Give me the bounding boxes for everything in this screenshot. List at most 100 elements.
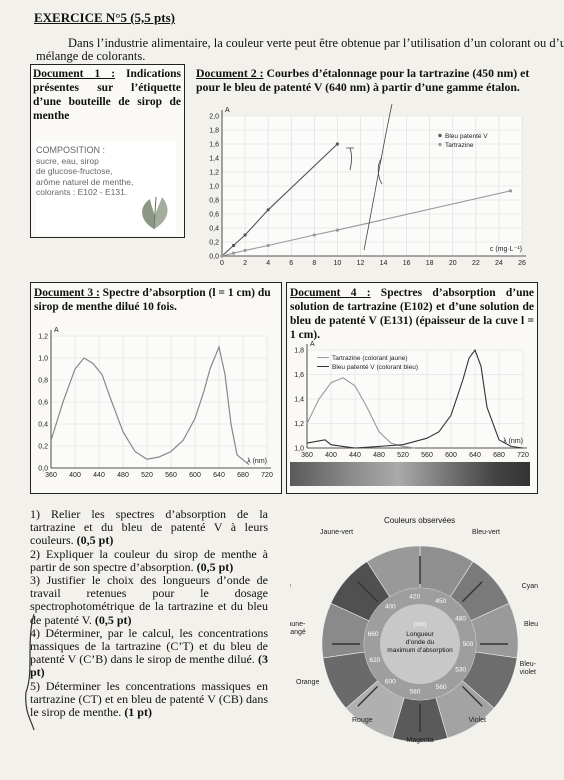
wheel-color-label: Jaune: [290, 583, 291, 590]
y-axis-label: A: [225, 107, 230, 114]
question-2: 2) Expliquer la couleur du sirop de ment…: [30, 546, 268, 574]
wheel-arrow: [461, 685, 483, 707]
questions-block: 1) Relier les spectres d’absorption de l…: [30, 507, 268, 720]
document-2-heading: Courbes d’étalonnage pour la tartrazine …: [196, 66, 530, 94]
y-tick-label: 1,8: [209, 128, 219, 135]
y-tick-label: 1,0: [294, 446, 304, 453]
intro-line-2: mélange de colorants.: [36, 49, 146, 63]
y-tick-label: 0,2: [38, 444, 48, 451]
composition-line-2: de glucose-fructose,: [36, 166, 113, 176]
document-2-title: Document 2 : Courbes d’étalonnage pour l…: [196, 66, 534, 94]
composition-label: COMPOSITION : sucre, eau, sirop de gluco…: [36, 141, 176, 235]
x-tick-label: 2: [243, 260, 247, 267]
data-point: [312, 233, 316, 237]
x-tick-label: 520: [397, 452, 409, 458]
wheel-color-label: Bleu-: [520, 661, 537, 668]
dye-spectra-chart: 360 400 440 480 520 560 600 640 680 720 1,0 1,2 1,4 1…: [294, 341, 529, 458]
data-point: [508, 189, 513, 193]
data-point: [243, 233, 247, 237]
y-tick-label: 0,2: [209, 240, 219, 247]
wheel-color-label: Orange: [296, 679, 319, 686]
x-tick-label: 600: [189, 472, 201, 479]
data-point: [335, 142, 339, 146]
data-point: [335, 228, 339, 232]
x-tick-label: 680: [237, 472, 249, 479]
wheel-color-label: Jaune-vert: [320, 529, 353, 536]
intro-line-1: Dans l’industrie alimentaire, la couleur…: [68, 36, 564, 50]
y-tick-label: 1,2: [209, 170, 219, 177]
wavelength-label: 580: [409, 689, 420, 696]
document-1-title: Document 1 : Indications présentes sur l…: [33, 67, 181, 123]
syrup-spectrum-chart: 360 400 440 480 520 560 600 640 680 720 0,0 0,2 0,4 0…: [38, 327, 273, 479]
y-tick-label: 0,8: [38, 378, 48, 385]
y-tick-label: 0,4: [209, 226, 219, 233]
legend-swatch: [438, 133, 442, 138]
x-tick-label: 12: [357, 260, 365, 267]
wavelength-label: 480: [455, 615, 466, 622]
x-tick-label: 560: [165, 472, 177, 479]
wheel-color-label: Bleu-vert: [472, 529, 500, 536]
wheel-arrow: [357, 581, 379, 603]
legend-swatch: [438, 142, 442, 147]
document-4-label: Document 4 :: [290, 287, 371, 299]
x-tick-label: 10: [333, 260, 341, 267]
wheel-center: [380, 604, 460, 684]
wavelength-label: 420: [409, 593, 420, 600]
composition-title: COMPOSITION :: [36, 145, 106, 155]
x-tick-label: 0: [220, 260, 224, 267]
y-tick-label: 0,0: [38, 466, 48, 473]
wheel-color-label: Magenta: [406, 737, 433, 744]
x-tick-label: 18: [426, 260, 434, 267]
y-axis-label: A: [310, 341, 315, 348]
x-tick-label: 20: [449, 260, 457, 267]
document-1-box: Document 1 : Indications présentes sur l…: [30, 64, 185, 238]
question-3: 3) Justifier le choix des longueurs d’on…: [30, 573, 268, 627]
wavelength-label: 620: [369, 657, 380, 664]
wheel-center-title: maximum d’absorption: [387, 647, 453, 654]
composition-line-4: colorants : E102 - E131.: [36, 187, 128, 197]
wheel-center-title: d’onde du: [406, 639, 435, 646]
x-tick-label: 640: [213, 472, 225, 479]
wheel-arrow: [357, 685, 379, 707]
question-5: 5) Déterminer les concentrations massiqu…: [30, 678, 268, 720]
wavelength-label: 400: [385, 603, 396, 610]
y-tick-label: 1,2: [38, 334, 48, 341]
exercise-title: EXERCICE N°5 (5,5 pts): [34, 10, 175, 25]
x-tick-label: 600: [445, 452, 457, 458]
x-axis-label: λ (nm): [247, 458, 267, 465]
x-tick-label: 14: [380, 260, 388, 267]
wavelength-label: 600: [385, 679, 396, 686]
x-tick-label: 480: [117, 472, 129, 479]
wavelength-label: 450: [435, 598, 446, 605]
data-point: [220, 254, 224, 258]
x-tick-label: 680: [493, 452, 505, 458]
wheel-color-label: Violet: [469, 717, 486, 724]
wheel-color-label: Jaune-: [290, 621, 306, 628]
calibration-chart: 0 2 4 6 8 10 12 14 16 18 20 22 24 260,00,20,40,60,81,…: [209, 103, 526, 267]
y-tick-label: 1,6: [209, 142, 219, 149]
document-3-heading: Spectre d’absorption (l = 1 cm) du sirop…: [34, 287, 271, 313]
x-tick-label: 560: [421, 452, 433, 458]
wheel-arrow: [461, 581, 483, 603]
composition-line-1: sucre, eau, sirop: [36, 155, 99, 166]
wavelength-label: 660: [368, 631, 379, 638]
x-tick-label: 720: [261, 472, 273, 479]
document-1-label: Document 1 :: [33, 68, 116, 80]
legend-label: Bleu patenté V: [445, 133, 488, 140]
document-3-title: Document 3 : Spectre d’absorption (l = 1…: [34, 286, 278, 314]
handwritten-mark: [377, 157, 383, 185]
x-axis-label: c (mg·L⁻¹): [490, 246, 522, 253]
x-tick-label: 360: [301, 452, 313, 458]
wheel-unit: (nm): [413, 621, 426, 628]
x-tick-label: 16: [403, 260, 411, 267]
y-tick-label: 1,4: [209, 156, 219, 163]
document-1-heading: Indications présentes sur l’étiquette d’…: [33, 68, 182, 122]
x-tick-label: 640: [469, 452, 481, 458]
wheel-color-label: violet: [520, 669, 536, 676]
series-line: [306, 348, 524, 449]
y-tick-label: 1,2: [294, 421, 304, 428]
x-axis-label: λ (nm): [503, 438, 523, 445]
handwritten-mark: [346, 147, 354, 171]
y-tick-label: 0,4: [38, 422, 48, 429]
